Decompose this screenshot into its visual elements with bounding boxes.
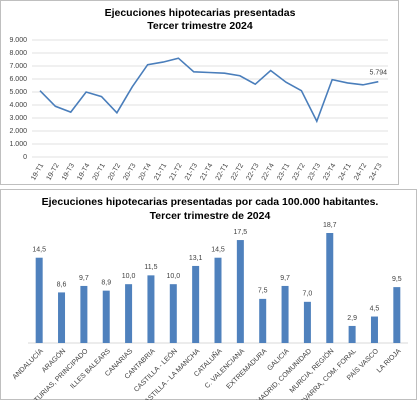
data-label: 8,9 <box>101 279 111 286</box>
y-tick-label: 2.000 <box>9 128 27 135</box>
y-tick-label: 5.000 <box>9 89 27 96</box>
bar <box>80 285 88 343</box>
y-tick-label: 0 <box>23 154 27 161</box>
bar <box>102 290 110 343</box>
data-label: 17,5 <box>234 229 248 236</box>
data-label: 14,5 <box>211 247 225 254</box>
bar <box>393 287 401 343</box>
chart-title: Ejecuciones hipotecarias presentadas <box>105 7 296 19</box>
data-label: 9,5 <box>392 276 402 283</box>
bar <box>281 285 289 343</box>
bar <box>303 301 311 343</box>
data-label: 5.794 <box>370 70 388 77</box>
bar <box>147 275 155 343</box>
data-label: 10,0 <box>166 273 180 280</box>
y-tick-label: 3.000 <box>9 115 27 122</box>
data-label: 4,5 <box>370 305 380 312</box>
data-label: 9,7 <box>280 275 290 282</box>
bar <box>214 257 222 343</box>
data-label: 8,6 <box>57 281 67 288</box>
data-label: 14,5 <box>32 247 46 254</box>
data-label: 10,0 <box>122 273 136 280</box>
data-label: 11,5 <box>144 264 157 271</box>
data-label: 9,7 <box>79 275 89 282</box>
data-label: 7,5 <box>258 288 268 295</box>
y-tick-label: 9.000 <box>9 37 27 44</box>
bar <box>326 233 334 343</box>
y-tick-label: 7.000 <box>9 63 27 70</box>
data-label: 18,7 <box>323 222 337 229</box>
bar <box>259 298 267 343</box>
bar <box>370 316 378 343</box>
chart-frame <box>0 189 417 400</box>
chart-title: Ejecuciones hipotecarias presentadas por… <box>42 196 379 208</box>
bar <box>58 292 66 343</box>
chart-frame <box>0 0 399 185</box>
bar <box>35 257 43 343</box>
data-label: 7,0 <box>303 291 313 298</box>
bar <box>192 265 200 343</box>
y-tick-label: 4.000 <box>9 102 27 109</box>
data-label: 13,1 <box>189 255 203 262</box>
bar <box>169 284 177 343</box>
y-tick-label: 8.000 <box>9 50 27 57</box>
bar <box>125 284 133 343</box>
y-tick-label: 6.000 <box>9 76 27 83</box>
data-label: 2,9 <box>347 315 357 322</box>
bar <box>348 325 356 343</box>
y-tick-label: 1.000 <box>9 141 27 148</box>
chart-subtitle: Tercer trimestre 2024 <box>147 20 253 32</box>
data-line <box>39 57 379 124</box>
bar <box>236 240 244 343</box>
chart-subtitle: Tercer trimestre de 2024 <box>150 210 271 222</box>
